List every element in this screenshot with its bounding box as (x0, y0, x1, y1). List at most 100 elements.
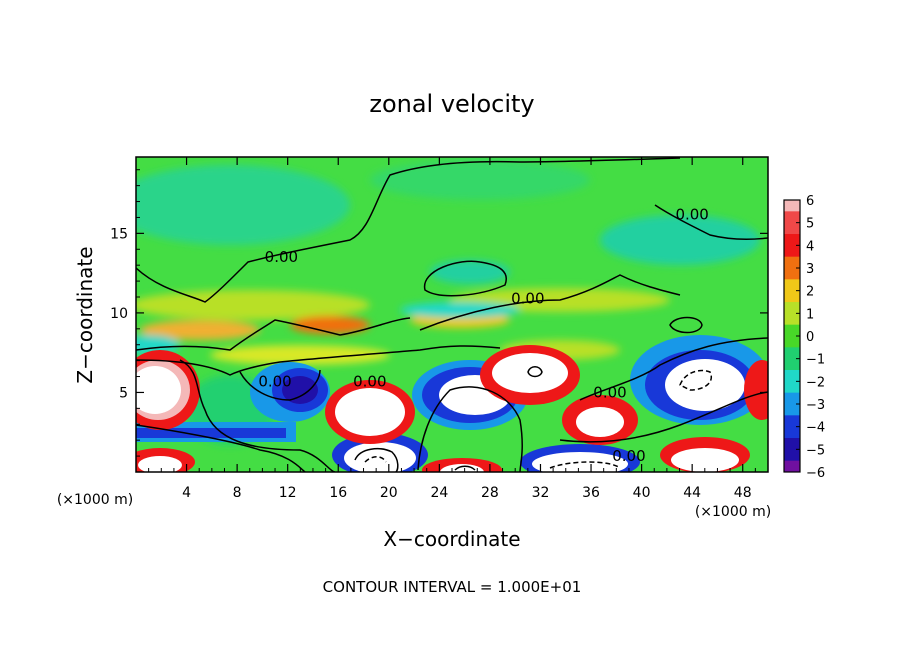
zero-contour (354, 447, 399, 472)
zero-contour (654, 204, 768, 240)
field-patch (492, 353, 568, 393)
field-patch (335, 388, 405, 436)
contour-label: 0.00 (675, 205, 708, 223)
colorbar-label: −2 (806, 375, 825, 390)
contour-label: 0.00 (353, 372, 386, 390)
zero-contour (239, 369, 321, 401)
zero-contour (136, 345, 501, 376)
zero-contour (136, 424, 306, 472)
field-patch (576, 407, 624, 437)
x-unit-right: (×1000 m) (695, 504, 771, 520)
colorbar-label: −6 (806, 466, 825, 481)
zero-contour (136, 157, 681, 303)
x-tick-label: 16 (329, 485, 347, 501)
colorbar-swatch (784, 279, 800, 292)
contour-label: 0.00 (593, 383, 626, 401)
contour-label: 0.00 (511, 290, 544, 308)
zero-contour (669, 316, 703, 334)
contour-label-group: 0.00 0.00 0.00 0.00 0.00 0.00 0.00 (258, 205, 709, 465)
x-tick-label: 20 (380, 485, 398, 501)
field-patch (136, 335, 180, 355)
plot-area: 0.00 0.00 0.00 0.00 0.00 0.00 0.00 (136, 157, 768, 472)
x-tick-label: 36 (582, 485, 600, 501)
field-patch (400, 302, 520, 318)
field-patch (136, 165, 350, 245)
field-patch (671, 448, 739, 472)
x-tick-label: 24 (430, 485, 448, 501)
colorbar-swatch (784, 256, 800, 269)
colorbar-swatch (784, 234, 800, 246)
positive-contour (527, 366, 543, 378)
x-tick-label: 12 (279, 485, 297, 501)
colorbar-swatch (784, 449, 800, 462)
field-patch (744, 360, 768, 420)
red-positive-cores (136, 345, 768, 472)
field-patch (665, 359, 745, 411)
field-patch (290, 316, 370, 334)
colorbar-label: −3 (806, 398, 825, 413)
x-axis-label: X−coordinate (383, 527, 520, 551)
field-patch (440, 464, 484, 472)
field-patch (600, 215, 760, 265)
field-patch (140, 320, 260, 340)
field-patch (282, 376, 318, 404)
colorbar-swatch (784, 313, 800, 326)
colorbar-swatch (784, 392, 800, 405)
zero-contour (417, 386, 523, 472)
colorbar-swatch (784, 370, 800, 382)
contour-label: 0.00 (265, 248, 298, 266)
colorbar-label: −4 (806, 421, 825, 436)
y-tick-label: 10 (110, 306, 128, 322)
colorbar-swatch (784, 460, 800, 473)
colorbar-swatch (784, 347, 800, 360)
colorbar-label: −5 (806, 443, 825, 458)
zero-contour (179, 359, 336, 472)
colorbar-swatch (784, 200, 800, 212)
colorbar-swatch (784, 245, 800, 258)
y-axis-label: Z−coordinate (73, 246, 97, 383)
negative-contour (364, 456, 387, 463)
positive-contour (454, 465, 476, 471)
y-tick-label: 5 (119, 385, 128, 401)
negative-contour (679, 369, 712, 391)
zero-contour (419, 274, 681, 331)
colorbar-label: −1 (806, 353, 825, 368)
field-patch (532, 452, 628, 472)
colorbar: 6 5 4 3 2 1 0 −1 −2 −3 −4 −5 −6 (783, 194, 825, 481)
colorbar-label: 5 (806, 217, 814, 232)
colorbar-swatch (784, 222, 800, 235)
colorbar-swatch (784, 404, 800, 416)
colorbar-label: 4 (806, 239, 814, 254)
x-unit-left: (×1000 m) (57, 492, 133, 508)
colorbar-swatch (784, 324, 800, 337)
contour-label: 0.00 (258, 372, 291, 390)
x-tick-label: 48 (734, 485, 752, 501)
colorbar-label: 3 (806, 262, 814, 277)
field-patch (136, 290, 370, 320)
contour-lines (136, 157, 768, 472)
colorbar-swatch (784, 358, 800, 371)
colorbar-label: 1 (806, 307, 814, 322)
colorbar-swatch (784, 290, 800, 303)
y-tick-label: 15 (110, 226, 128, 242)
field-patch (370, 160, 590, 200)
x-tick-label: 40 (633, 485, 651, 501)
negative-contour (549, 461, 621, 469)
zero-contour (559, 391, 768, 443)
colorbar-swatch (784, 268, 800, 280)
colorbar-label: 2 (806, 285, 814, 300)
colorbar-swatch (784, 426, 800, 439)
x-tick-label: 32 (532, 485, 550, 501)
field-patch (430, 260, 510, 284)
colorbar-label: 0 (806, 330, 814, 345)
zero-contour (136, 317, 411, 351)
x-axis-ticks: 4 8 12 16 20 24 28 32 36 40 44 48 (148, 157, 756, 501)
x-tick-label: 44 (683, 485, 701, 501)
colorbar-swatch (784, 211, 800, 224)
zero-contour (579, 337, 768, 401)
colorbar-swatch (784, 438, 800, 450)
x-tick-label: 28 (481, 485, 499, 501)
x-tick-label: 8 (233, 485, 242, 501)
contour-label: 0.00 (612, 447, 645, 465)
colorbar-swatch (784, 336, 800, 348)
